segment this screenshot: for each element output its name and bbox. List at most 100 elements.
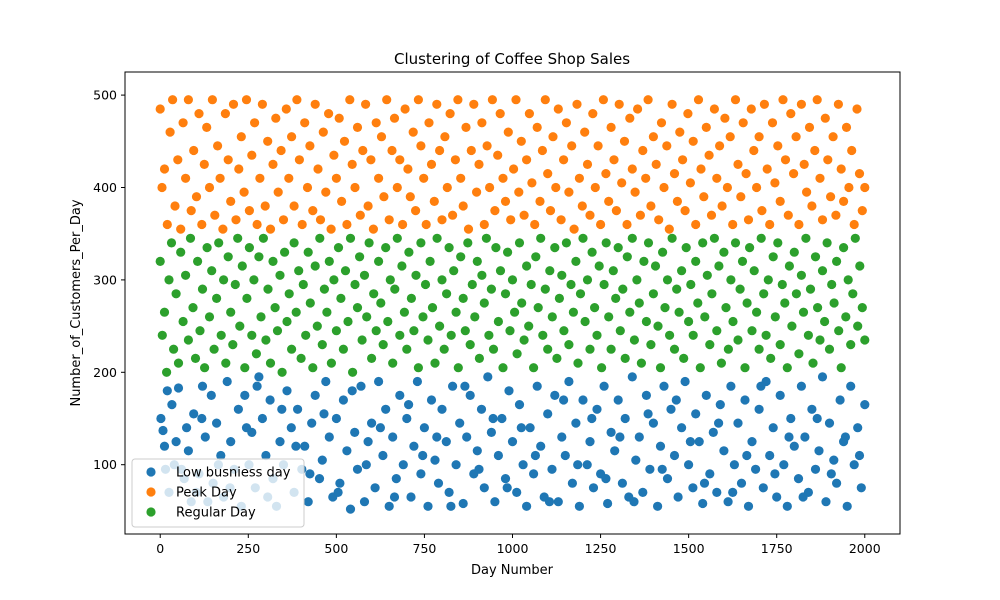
data-point [587,247,597,257]
data-point [395,155,405,165]
data-point [709,233,720,243]
data-point [770,178,780,188]
data-point [849,219,859,230]
data-point [812,95,822,105]
data-point [326,224,336,234]
data-point [170,201,180,211]
data-point [487,95,497,105]
data-point [355,252,365,262]
data-point [675,127,685,137]
data-point [400,104,410,114]
data-point [226,196,236,206]
data-point [656,118,667,128]
data-point [190,353,201,363]
data-point [709,104,720,114]
data-point [213,141,223,151]
data-point [178,316,188,327]
data-point [821,497,831,507]
data-point [666,404,676,414]
data-point [617,178,627,188]
data-point [331,413,341,424]
data-point [159,307,170,317]
data-point [244,243,254,253]
data-point [338,395,348,405]
data-point [251,349,261,359]
data-point [645,464,655,474]
data-point [460,326,470,336]
data-point [763,275,773,285]
data-point [728,487,738,497]
data-point [514,238,525,248]
data-point [430,455,440,465]
data-point [564,340,574,350]
data-point [588,109,598,119]
data-point [839,196,849,206]
data-point [767,118,778,128]
data-point [543,344,553,354]
data-point [310,261,320,271]
data-point [293,404,303,414]
data-point [620,353,630,363]
data-point [726,275,736,285]
data-point [405,192,415,202]
data-point [585,437,595,447]
data-point [784,261,795,271]
data-point [794,349,804,359]
data-point [571,256,581,266]
data-point [491,243,501,253]
data-point [580,127,590,137]
data-point [495,266,506,276]
data-point [551,182,561,193]
data-point [807,404,817,414]
data-point [212,293,222,303]
data-point [503,127,513,137]
data-point [708,427,718,437]
data-point [291,441,301,451]
data-point [706,210,717,220]
data-point [580,316,590,327]
data-point [614,99,624,109]
data-point [829,455,839,465]
data-point [571,418,581,428]
data-point [834,326,844,336]
data-point [448,381,458,391]
data-point [715,400,725,410]
data-point [854,450,865,461]
data-point [575,289,586,299]
legend: Low busniess day Peak Day Regular Day [131,458,305,528]
data-point [574,173,585,183]
data-point [615,432,625,442]
data-point [189,145,199,156]
data-point [216,330,226,340]
data-point [495,109,505,119]
data-point [669,344,680,354]
series-peak-day [155,95,870,234]
data-point [185,233,196,243]
data-point [702,270,712,280]
data-point [742,298,752,308]
legend-label: Low busniess day [176,466,291,481]
data-point [793,474,804,484]
data-point [759,289,769,299]
data-point [252,219,262,230]
data-point [655,363,666,373]
data-point [768,252,778,262]
data-point [159,164,170,174]
data-point [204,182,215,193]
data-point [717,201,727,211]
data-point [536,441,546,451]
data-point [553,497,563,507]
data-point [493,150,503,160]
chart-title: Clustering of Coffee Shop Sales [394,50,630,68]
data-point [506,215,516,225]
data-point [643,409,653,419]
data-point [250,118,260,128]
data-point [582,159,593,169]
y-tick-label: 500 [93,88,117,103]
data-point [226,307,236,317]
data-point [254,372,264,382]
data-point [318,127,328,137]
y-tick-label: 100 [93,457,117,472]
data-point [191,192,202,202]
data-point [432,432,442,442]
